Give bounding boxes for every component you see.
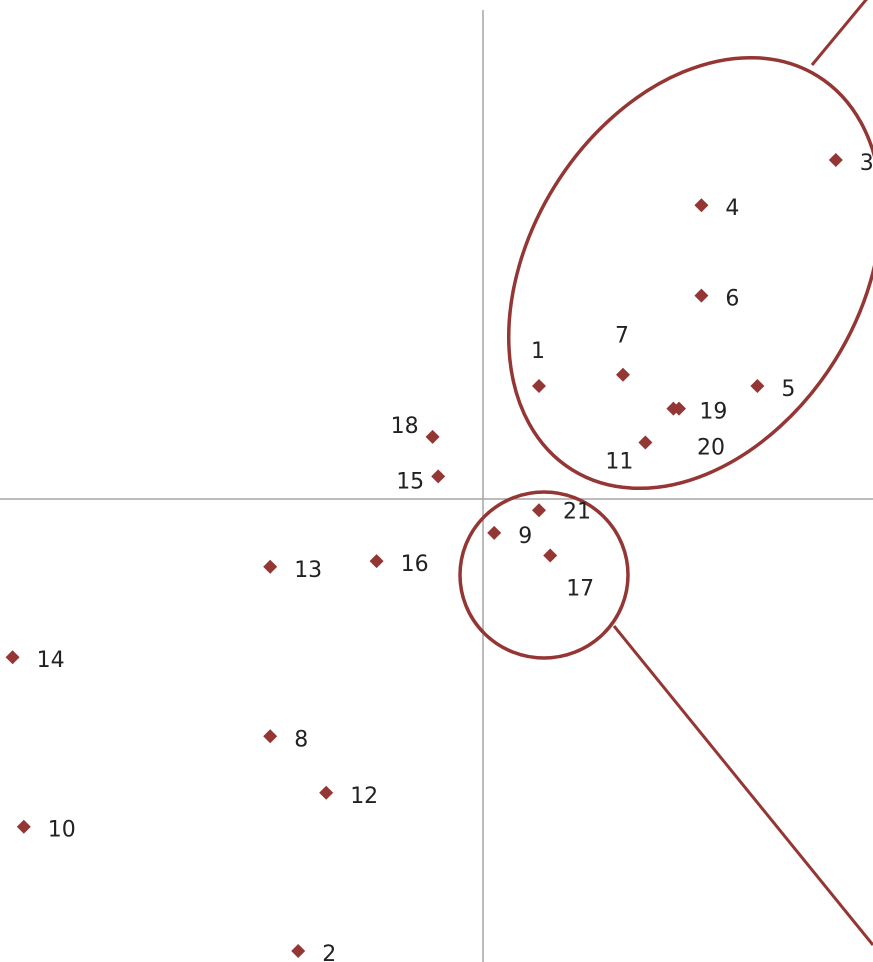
data-label-11: 11 bbox=[605, 450, 633, 475]
data-label-2: 2 bbox=[322, 942, 336, 962]
data-label-3: 3 bbox=[860, 151, 873, 176]
data-label-12: 12 bbox=[350, 784, 378, 809]
data-point-9 bbox=[487, 525, 502, 540]
upper-group-outline bbox=[506, 55, 873, 491]
data-label-16: 16 bbox=[401, 552, 429, 577]
data-point-3 bbox=[828, 153, 843, 167]
data-point-4 bbox=[694, 198, 709, 213]
data-point-20 bbox=[672, 401, 686, 416]
data-label-10: 10 bbox=[48, 818, 76, 843]
data-label-20: 20 bbox=[697, 436, 725, 461]
data-point-17 bbox=[543, 548, 558, 563]
data-point-5 bbox=[750, 379, 765, 393]
data-label-17: 17 bbox=[566, 577, 594, 602]
data-point-6 bbox=[694, 288, 709, 303]
data-label-14: 14 bbox=[37, 648, 65, 673]
data-label-6: 6 bbox=[725, 287, 739, 312]
data-label-18: 18 bbox=[391, 414, 419, 439]
data-point-16 bbox=[369, 554, 384, 569]
axes bbox=[0, 10, 873, 962]
data-label-9: 9 bbox=[518, 524, 532, 549]
center-group-outline bbox=[458, 490, 630, 660]
data-point-10 bbox=[16, 819, 31, 834]
data-label-5: 5 bbox=[781, 377, 795, 402]
data-label-13: 13 bbox=[294, 558, 322, 583]
group-outlines bbox=[458, 0, 873, 946]
upper-group-leader-line bbox=[810, 0, 868, 66]
data-label-7: 7 bbox=[615, 324, 629, 349]
data-point-14 bbox=[5, 650, 20, 665]
data-point-8 bbox=[263, 729, 278, 744]
data-point-18 bbox=[425, 429, 440, 444]
data-point-7 bbox=[616, 367, 630, 382]
data-label-4: 4 bbox=[725, 196, 739, 221]
data-label-21: 21 bbox=[563, 499, 591, 524]
data-point-15 bbox=[431, 469, 446, 484]
data-point-2 bbox=[291, 944, 306, 958]
data-label-8: 8 bbox=[294, 727, 308, 752]
data-label-19: 19 bbox=[699, 400, 727, 425]
data-point-1 bbox=[532, 379, 546, 393]
data-label-1: 1 bbox=[531, 339, 545, 364]
data-point-12 bbox=[319, 785, 334, 800]
data-points bbox=[5, 153, 843, 958]
data-label-15: 15 bbox=[396, 469, 424, 494]
center-group-leader-line bbox=[612, 625, 873, 946]
data-point-21 bbox=[532, 503, 546, 518]
data-point-11 bbox=[638, 435, 653, 450]
data-point-13 bbox=[263, 559, 278, 574]
